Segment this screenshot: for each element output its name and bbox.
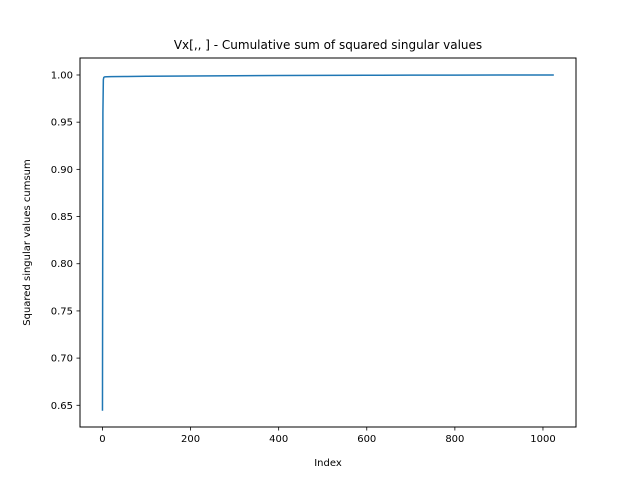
y-tick-label: 0.90 bbox=[51, 165, 73, 176]
y-axis-ticks: 0.65 0.70 0.75 0.80 0.85 0.90 0.95 1.00 bbox=[51, 70, 80, 412]
y-tick-label: 0.65 bbox=[51, 401, 73, 412]
y-tick-label: 0.70 bbox=[51, 354, 73, 365]
y-tick-label: 0.95 bbox=[51, 118, 73, 129]
plot-area bbox=[101, 74, 554, 411]
x-axis-label: Index bbox=[314, 458, 342, 469]
x-tick-label: 600 bbox=[357, 434, 376, 445]
chart-title: Vx[,, ] - Cumulative sum of squared sing… bbox=[174, 38, 482, 52]
x-tick-label: 1000 bbox=[530, 434, 555, 445]
x-tick-label: 400 bbox=[269, 434, 288, 445]
axes-frame bbox=[79, 57, 577, 428]
x-tick-label: 0 bbox=[99, 434, 105, 445]
x-axis-ticks: 0 200 400 600 800 1000 bbox=[99, 427, 556, 445]
series-line-0 bbox=[101, 74, 554, 411]
y-tick-label: 0.80 bbox=[51, 259, 73, 270]
x-tick-label: 800 bbox=[445, 434, 464, 445]
y-tick-label: 0.85 bbox=[51, 212, 73, 223]
y-tick-label: 1.00 bbox=[51, 70, 73, 81]
y-tick-label: 0.75 bbox=[51, 306, 73, 317]
x-tick-label: 200 bbox=[181, 434, 200, 445]
y-axis-label: Squared singular values cumsum bbox=[22, 159, 33, 326]
